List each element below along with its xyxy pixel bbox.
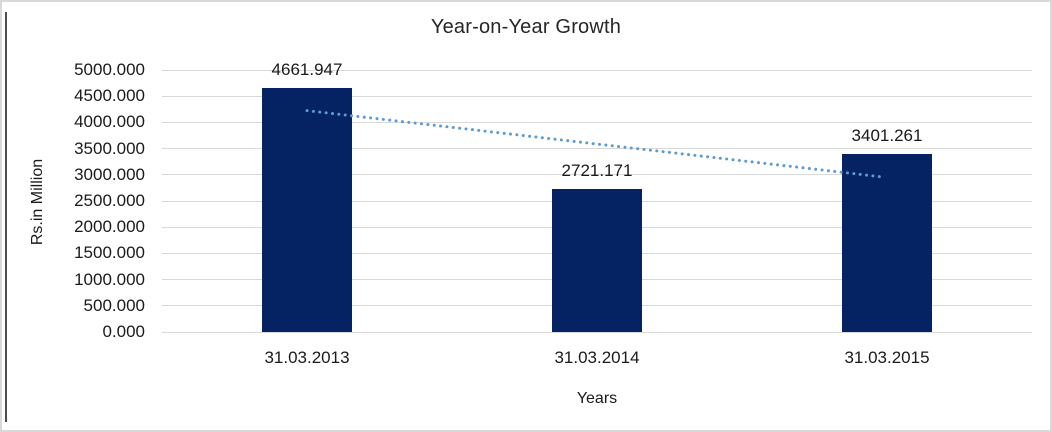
y-tick-label: 3500.000 — [74, 138, 145, 158]
x-tick-label: 31.03.2014 — [554, 348, 640, 367]
chart-title: Year-on-Year Growth — [430, 16, 622, 38]
bar-31.03.2013 — [262, 87, 352, 332]
y-tick-label: 3000.000 — [74, 164, 145, 184]
trendline — [305, 109, 882, 179]
gridline — [162, 331, 1032, 333]
y-tick-label: 4000.000 — [74, 112, 145, 132]
y-tick-label: 2500.000 — [74, 191, 145, 210]
bar-31.03.2015 — [842, 153, 932, 332]
y-tick-label: 5000.000 — [74, 60, 145, 79]
gridline — [162, 148, 1032, 150]
x-tick-label: 31.03.2015 — [844, 348, 930, 367]
y-tick-label: 1500.000 — [74, 243, 145, 263]
gridline — [162, 121, 1032, 123]
plot-area — [162, 69, 1032, 333]
gridline — [162, 95, 1032, 97]
x-axis-title: Years — [576, 390, 618, 407]
y-tick-label: 1000.000 — [74, 269, 145, 289]
y-tick-label: 4500.000 — [74, 86, 145, 106]
left-border-accent — [5, 12, 7, 422]
y-tick-label: 2000.000 — [74, 217, 145, 237]
data-label: 4661.947 — [271, 59, 343, 79]
gridline — [162, 69, 1032, 71]
data-label: 2721.171 — [561, 161, 633, 181]
gridline — [162, 174, 1032, 176]
x-tick-label: 31.03.2013 — [264, 348, 350, 367]
data-label: 3401.261 — [851, 125, 923, 145]
bar-31.03.2014 — [552, 189, 642, 332]
y-tick-label: 500.000 — [83, 295, 145, 315]
y-tick-label: 0.000 — [102, 322, 145, 341]
